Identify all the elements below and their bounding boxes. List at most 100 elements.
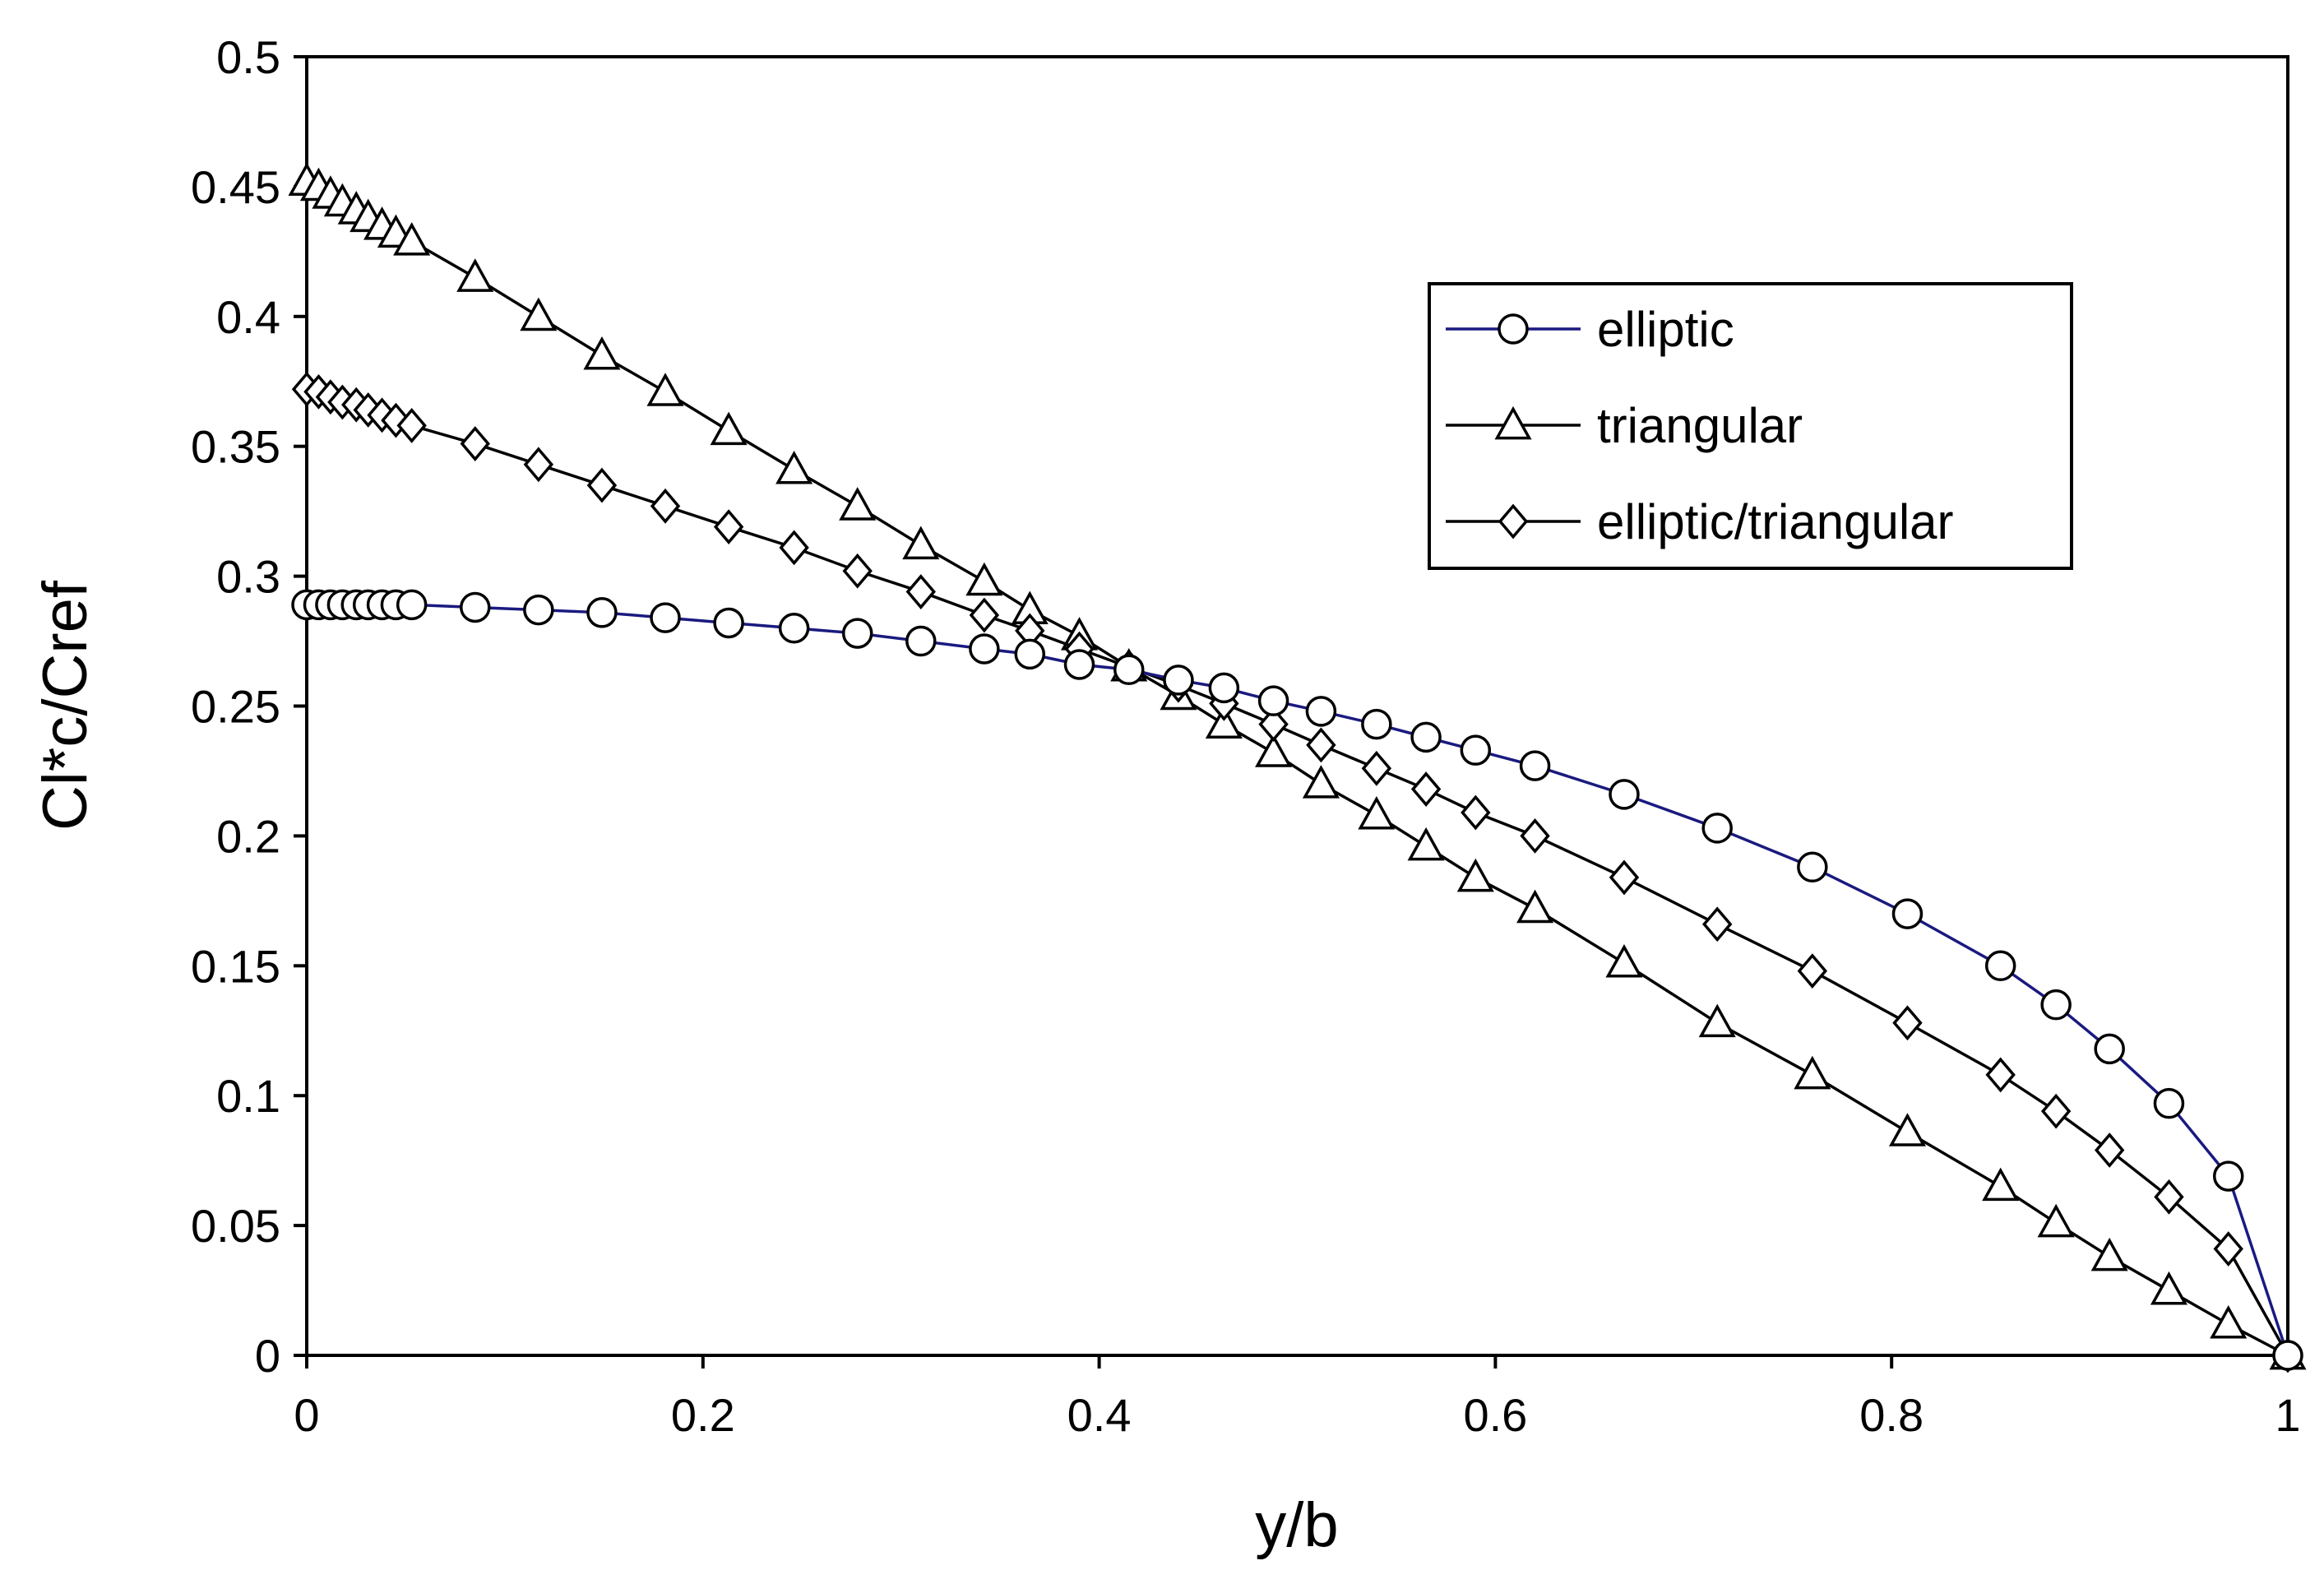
data-point bbox=[2272, 1340, 2303, 1371]
legend-marker bbox=[1498, 313, 1529, 345]
data-point bbox=[1358, 795, 1396, 830]
y-axis: 0 0.05 0.1 0.15 0.2 0.25 0.3 0.35 0.4 0.45 0.5 bbox=[191, 31, 307, 1382]
data-point bbox=[1163, 665, 1194, 696]
data-point bbox=[1208, 672, 1240, 704]
data-point bbox=[1516, 889, 1554, 924]
data-point bbox=[1258, 706, 1289, 743]
x-tick-label: 0.8 bbox=[1859, 1389, 1924, 1441]
data-point bbox=[1460, 734, 1492, 766]
data-point bbox=[839, 487, 877, 521]
data-point bbox=[1456, 858, 1494, 892]
data-point bbox=[1794, 1055, 1831, 1090]
legend-marker bbox=[1498, 503, 1529, 540]
data-point bbox=[710, 411, 748, 446]
x-axis-title: y/b bbox=[1255, 1490, 1338, 1560]
data-point bbox=[779, 530, 809, 566]
data-point bbox=[1985, 1057, 2016, 1093]
data-point bbox=[1982, 1167, 2020, 1202]
data-point bbox=[1014, 638, 1046, 670]
data-point bbox=[1888, 1113, 1926, 1146]
data-point bbox=[1605, 943, 1643, 978]
data-point bbox=[460, 591, 491, 623]
legend-label: triangular bbox=[1597, 398, 1803, 453]
data-point bbox=[969, 633, 1000, 665]
data-point bbox=[2094, 1132, 2125, 1168]
y-tick-label: 0.2 bbox=[216, 810, 280, 862]
data-point bbox=[2094, 1033, 2125, 1065]
data-point bbox=[713, 509, 744, 545]
data-point bbox=[1797, 953, 1828, 989]
y-tick-label: 0.45 bbox=[191, 161, 280, 213]
x-tick-label: 0.4 bbox=[1067, 1389, 1132, 1441]
data-point bbox=[1410, 721, 1442, 753]
y-tick-label: 0.05 bbox=[191, 1200, 280, 1252]
y-tick-label: 0.1 bbox=[216, 1070, 280, 1122]
data-point bbox=[2153, 1087, 2185, 1119]
data-point bbox=[646, 373, 684, 406]
data-point bbox=[713, 607, 744, 639]
series-layer bbox=[288, 162, 2307, 1373]
data-point bbox=[393, 222, 431, 256]
data-point bbox=[1361, 708, 1392, 740]
data-point bbox=[1302, 765, 1340, 799]
data-point bbox=[650, 488, 681, 524]
y-tick-label: 0.25 bbox=[191, 681, 280, 733]
data-point bbox=[583, 336, 621, 370]
data-point bbox=[2210, 1304, 2248, 1339]
data-point bbox=[1701, 813, 1733, 844]
data-point bbox=[1407, 827, 1445, 861]
y-tick-label: 0.15 bbox=[191, 940, 280, 992]
data-point bbox=[2154, 1179, 2184, 1215]
data-point bbox=[1520, 817, 1550, 854]
data-point bbox=[2040, 989, 2072, 1021]
data-point bbox=[1609, 859, 1640, 896]
legend-marker bbox=[1494, 405, 1532, 440]
data-point bbox=[778, 613, 810, 644]
x-tick-label: 1 bbox=[2275, 1389, 2300, 1441]
data-point bbox=[520, 297, 558, 331]
data-point bbox=[969, 597, 1000, 633]
data-point bbox=[650, 602, 681, 633]
legend: elliptic triangular elliptic/triangular bbox=[1428, 282, 2073, 570]
data-point bbox=[2150, 1271, 2187, 1305]
data-point bbox=[905, 625, 937, 657]
x-tick-label: 0 bbox=[294, 1389, 319, 1441]
data-point bbox=[396, 589, 428, 621]
y-tick-label: 0.5 bbox=[216, 31, 280, 83]
y-axis-title: Cl*c/Cref bbox=[30, 580, 100, 831]
data-point bbox=[456, 258, 494, 292]
legend-label: elliptic bbox=[1597, 302, 1734, 357]
x-tick-label: 0.6 bbox=[1463, 1389, 1527, 1441]
data-point bbox=[1984, 950, 2016, 982]
data-point bbox=[1702, 906, 1733, 943]
data-point bbox=[1255, 734, 1293, 767]
data-point bbox=[1113, 654, 1145, 686]
data-point bbox=[396, 408, 427, 443]
data-point bbox=[1410, 771, 1442, 807]
data-point bbox=[775, 450, 813, 484]
data-point bbox=[902, 526, 940, 560]
data-point bbox=[586, 467, 618, 503]
y-tick-label: 0.4 bbox=[216, 291, 280, 343]
y-tick-label: 0.35 bbox=[191, 421, 280, 473]
data-point bbox=[2037, 1203, 2075, 1238]
data-point bbox=[965, 562, 1003, 596]
data-point bbox=[1698, 1003, 1736, 1038]
data-point bbox=[1891, 898, 1924, 929]
x-axis: 0 0.2 0.4 0.6 0.8 1 bbox=[294, 1355, 2301, 1441]
data-point bbox=[1361, 750, 1392, 786]
data-point bbox=[1257, 685, 1289, 716]
data-point bbox=[1063, 649, 1095, 680]
data-point bbox=[460, 426, 490, 461]
data-point bbox=[1306, 727, 1336, 763]
data-point bbox=[2040, 1093, 2072, 1129]
data-point bbox=[1609, 779, 1640, 810]
data-point bbox=[2090, 1237, 2128, 1271]
data-point bbox=[1892, 1005, 1923, 1041]
x-tick-label: 0.2 bbox=[671, 1389, 735, 1441]
data-point bbox=[381, 402, 411, 438]
data-point bbox=[1205, 705, 1243, 739]
y-tick-label: 0.3 bbox=[216, 551, 280, 603]
data-point bbox=[905, 574, 936, 609]
